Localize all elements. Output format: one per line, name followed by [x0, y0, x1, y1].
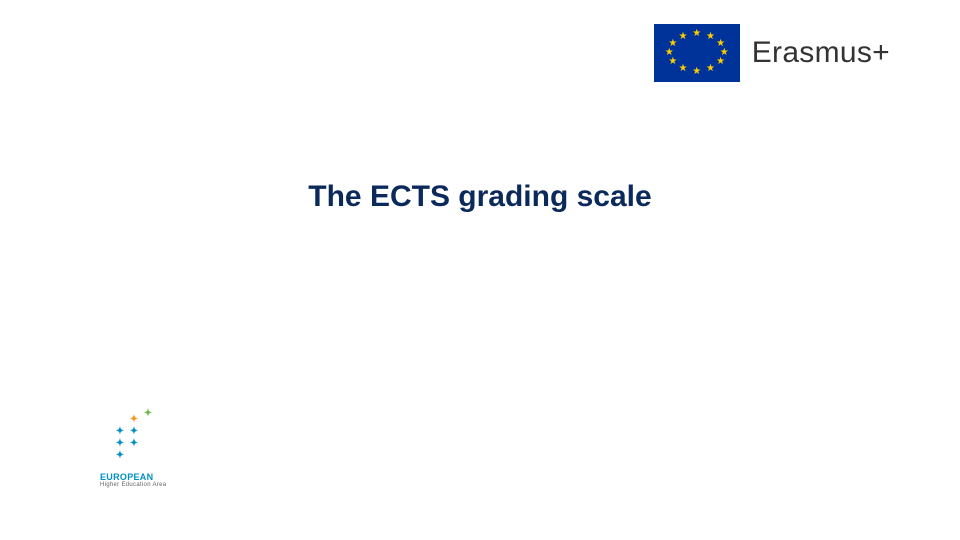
ehea-star-icon: ✦	[116, 427, 124, 437]
eu-star-icon: ★	[678, 32, 687, 42]
eu-star-icon: ★	[668, 57, 677, 67]
ehea-star-icon: ✦	[130, 415, 138, 425]
ehea-star-icon: ✦	[130, 439, 138, 449]
ehea-word1: EUROPEAN	[100, 472, 180, 482]
eu-star-icon: ★	[692, 67, 701, 77]
eu-star-icon: ★	[668, 39, 677, 49]
eu-star-icon: ★	[692, 29, 701, 39]
eu-star-icon: ★	[716, 57, 725, 67]
ehea-star-icon: ✦	[116, 451, 124, 461]
eu-star-icon: ★	[706, 32, 715, 42]
eu-flag-icon: ★★★★★★★★★★★★	[654, 24, 740, 82]
eu-star-icon: ★	[706, 64, 715, 74]
erasmus-branding: ★★★★★★★★★★★★ Erasmus+	[654, 24, 890, 82]
erasmus-label: Erasmus+	[752, 36, 890, 70]
ehea-star-icon: ✦	[144, 409, 152, 419]
eu-star-icon: ★	[665, 48, 674, 58]
ehea-graphic-icon: ✦ ✦ ✦ ✦ ✦ ✦ ✦	[100, 404, 156, 468]
ehea-logo: ✦ ✦ ✦ ✦ ✦ ✦ ✦ EUROPEAN Higher Education Area	[100, 404, 180, 488]
eu-star-icon: ★	[678, 64, 687, 74]
ehea-star-icon: ✦	[130, 427, 138, 437]
ehea-word2: Higher Education Area	[100, 482, 180, 488]
ehea-star-icon: ✦	[116, 439, 124, 449]
slide-title: The ECTS grading scale	[0, 180, 960, 214]
